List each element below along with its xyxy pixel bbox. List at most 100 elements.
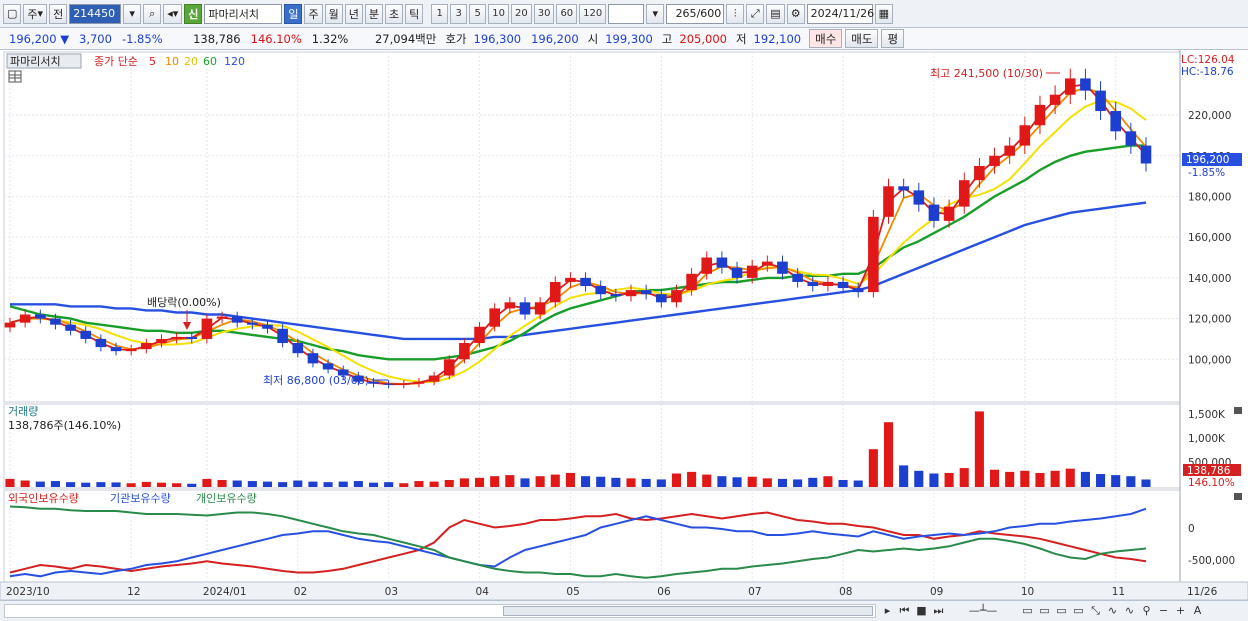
stock-name-field: 파마리서치 [204,3,283,24]
hold-axis-1: 0 [1188,523,1195,535]
code-dropdown-icon[interactable]: ▾ [123,3,142,24]
layout-4-icon[interactable]: ▭ [1073,604,1084,617]
date-field[interactable]: 2024/11/26 [806,3,874,24]
period-month[interactable]: 월 [324,3,343,24]
interval-20[interactable]: 20 [510,3,532,24]
volume-bar [429,481,439,487]
volume-bar [671,473,681,487]
candle-body [201,318,213,339]
individual-holding-line [9,505,1147,579]
legend-ma10: 10 [165,55,179,68]
custom-interval-input[interactable] [608,3,645,24]
candle-body [95,338,107,348]
speaker-icon[interactable]: ◂▾ [163,3,183,24]
layout-1-icon[interactable]: ▭ [1022,604,1033,617]
volume-bar [914,470,924,487]
scroll-right-icon[interactable]: ▸ [884,604,891,617]
candle-body [110,347,122,352]
layout-2-icon[interactable]: ▭ [1039,604,1050,617]
candle-body [671,290,682,303]
interval-120[interactable]: 120 [579,3,607,24]
fast-forward-icon[interactable]: ⏭ [933,603,944,617]
stock-code-input[interactable]: 214450 [69,3,122,24]
layout-icon[interactable]: ▢ [3,3,22,24]
chart-type-icon[interactable]: ⫶ [726,3,745,24]
period-tick[interactable]: 틱 [405,3,424,24]
period-minute[interactable]: 분 [364,3,383,24]
period-second[interactable]: 초 [384,3,404,24]
x-axis-bar [0,581,1248,600]
volume-close-icon[interactable] [1234,407,1242,414]
tool-3-icon[interactable]: ∿ [1124,604,1135,617]
quote-bar: 196,200 ▼ 3,700 -1.85% 138,786 146.10% 1… [0,28,1248,50]
period-day[interactable]: 일 [284,3,303,24]
legend-stock-box[interactable] [6,53,82,69]
current-price-tag [1182,153,1242,166]
candle-body [686,273,697,291]
candle-body [580,277,591,287]
tool-1-icon[interactable]: ⤡ [1091,603,1100,617]
volume-bar [399,483,409,487]
legend-ma120: 120 [224,55,245,68]
jeon-button[interactable]: 전 [49,3,68,24]
candle-body [292,343,304,354]
candle-body [1019,125,1031,146]
candle-body [701,257,713,274]
hc-label: HC:-18.76 [1181,66,1234,78]
interval-60[interactable]: 60 [556,3,578,24]
volume-bar [581,476,591,487]
volume-tag-text: 138,786 [1187,465,1231,477]
candle-body [837,281,849,289]
tool-4-icon[interactable]: ⚲ [1142,604,1151,617]
volume-bar [490,476,500,487]
stop-icon[interactable]: ■ [916,604,927,617]
mode-select[interactable]: 주 ▾ [23,3,48,24]
volume-bar [899,465,909,487]
x-axis-label: 2024/01 [203,586,247,598]
chart-scrollbar[interactable] [4,604,876,618]
interval-10[interactable]: 10 [488,3,509,24]
interval-30[interactable]: 30 [533,3,555,24]
interval-3[interactable]: 3 [450,3,468,24]
sell-button[interactable]: 매도 [845,29,879,48]
volume-bar [762,478,772,487]
scroll-thumb[interactable] [503,606,873,616]
zoom-slider[interactable]: —┴— [968,604,998,617]
candle-body [777,261,788,274]
rewind-icon[interactable]: ⏮ [899,603,910,617]
buy-button[interactable]: 매수 [809,29,843,48]
draw-tool-icon[interactable]: ⤢ [746,3,765,24]
candle-body [868,216,879,293]
bar-count-field[interactable]: 265/600 [666,3,725,24]
candle-body [807,281,819,287]
eval-button[interactable]: 평 [881,29,905,48]
period-year[interactable]: 년 [344,3,363,24]
tool-2-icon[interactable]: ∿ [1107,604,1118,617]
x-axis-label: 05 [566,586,579,598]
layout-3-icon[interactable]: ▭ [1056,604,1067,617]
holdings-close-icon[interactable] [1234,493,1242,500]
ma5-line [9,83,1147,386]
candle-body [337,369,349,376]
ma10-line [9,86,1147,386]
calendar-icon[interactable]: ▦ [874,3,894,24]
zoom-out-icon[interactable]: − [1158,604,1169,617]
volume-bar [20,480,30,487]
save-icon[interactable]: ▤ [766,3,785,24]
volume-bar [156,482,167,487]
search-icon[interactable]: ⌕ [143,3,162,24]
interval-1[interactable]: 1 [431,3,449,24]
font-size-icon[interactable]: A [1193,604,1202,617]
volume-bar [338,481,348,487]
zoom-in-icon[interactable]: + [1175,604,1186,617]
volume-bar [35,481,45,487]
volume-bar [81,482,91,487]
interval-dropdown-icon[interactable]: ▾ [646,3,665,24]
price-tick-label: 180,000 [1188,191,1231,203]
period-week[interactable]: 주 [304,3,323,24]
gear-icon[interactable]: ⚙ [786,3,805,24]
candle-body [353,375,364,382]
interval-5[interactable]: 5 [469,3,487,24]
legend-ma60: 60 [203,55,217,68]
volume-bar [293,480,303,487]
